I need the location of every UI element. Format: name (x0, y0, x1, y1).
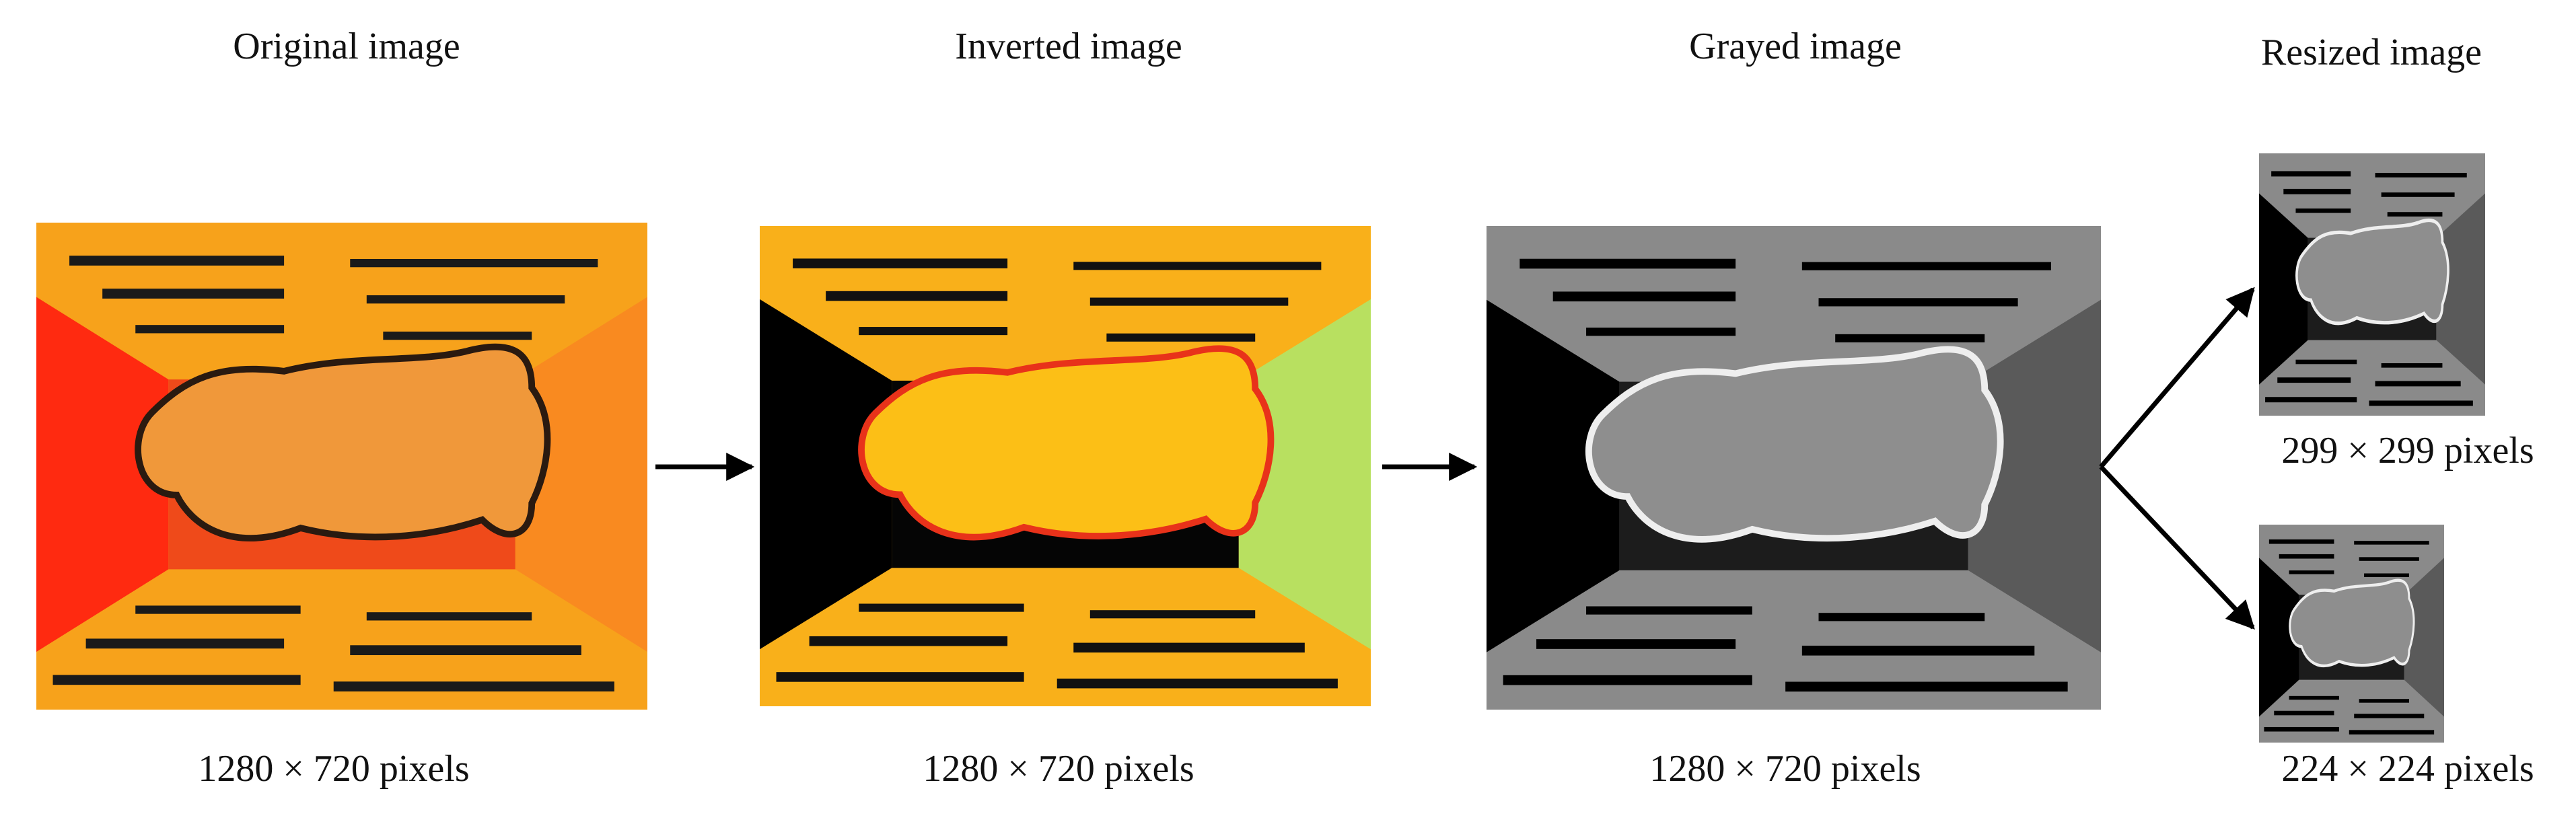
panel-title: Original image (233, 26, 460, 67)
resized-image-299 (2259, 153, 2485, 416)
inverted-image (760, 226, 1371, 706)
arrows (655, 287, 2255, 630)
panel-caption: 1280 × 720 pixels (198, 748, 469, 790)
panel-caption: 1280 × 720 pixels (1649, 748, 1921, 790)
arrow (2099, 287, 2255, 469)
panel-caption: 224 × 224 pixels (2281, 748, 2534, 790)
panel-caption: 1280 × 720 pixels (923, 748, 1194, 790)
grayed-image (1487, 226, 2101, 710)
resized-image-224 (2259, 525, 2444, 743)
original-image (36, 223, 647, 710)
arrow (2099, 465, 2255, 630)
panel-caption: 299 × 299 pixels (2281, 430, 2534, 472)
panel-title: Inverted image (955, 26, 1182, 67)
panel-title: Resized image (2261, 32, 2482, 73)
panel-title: Grayed image (1689, 26, 1902, 67)
